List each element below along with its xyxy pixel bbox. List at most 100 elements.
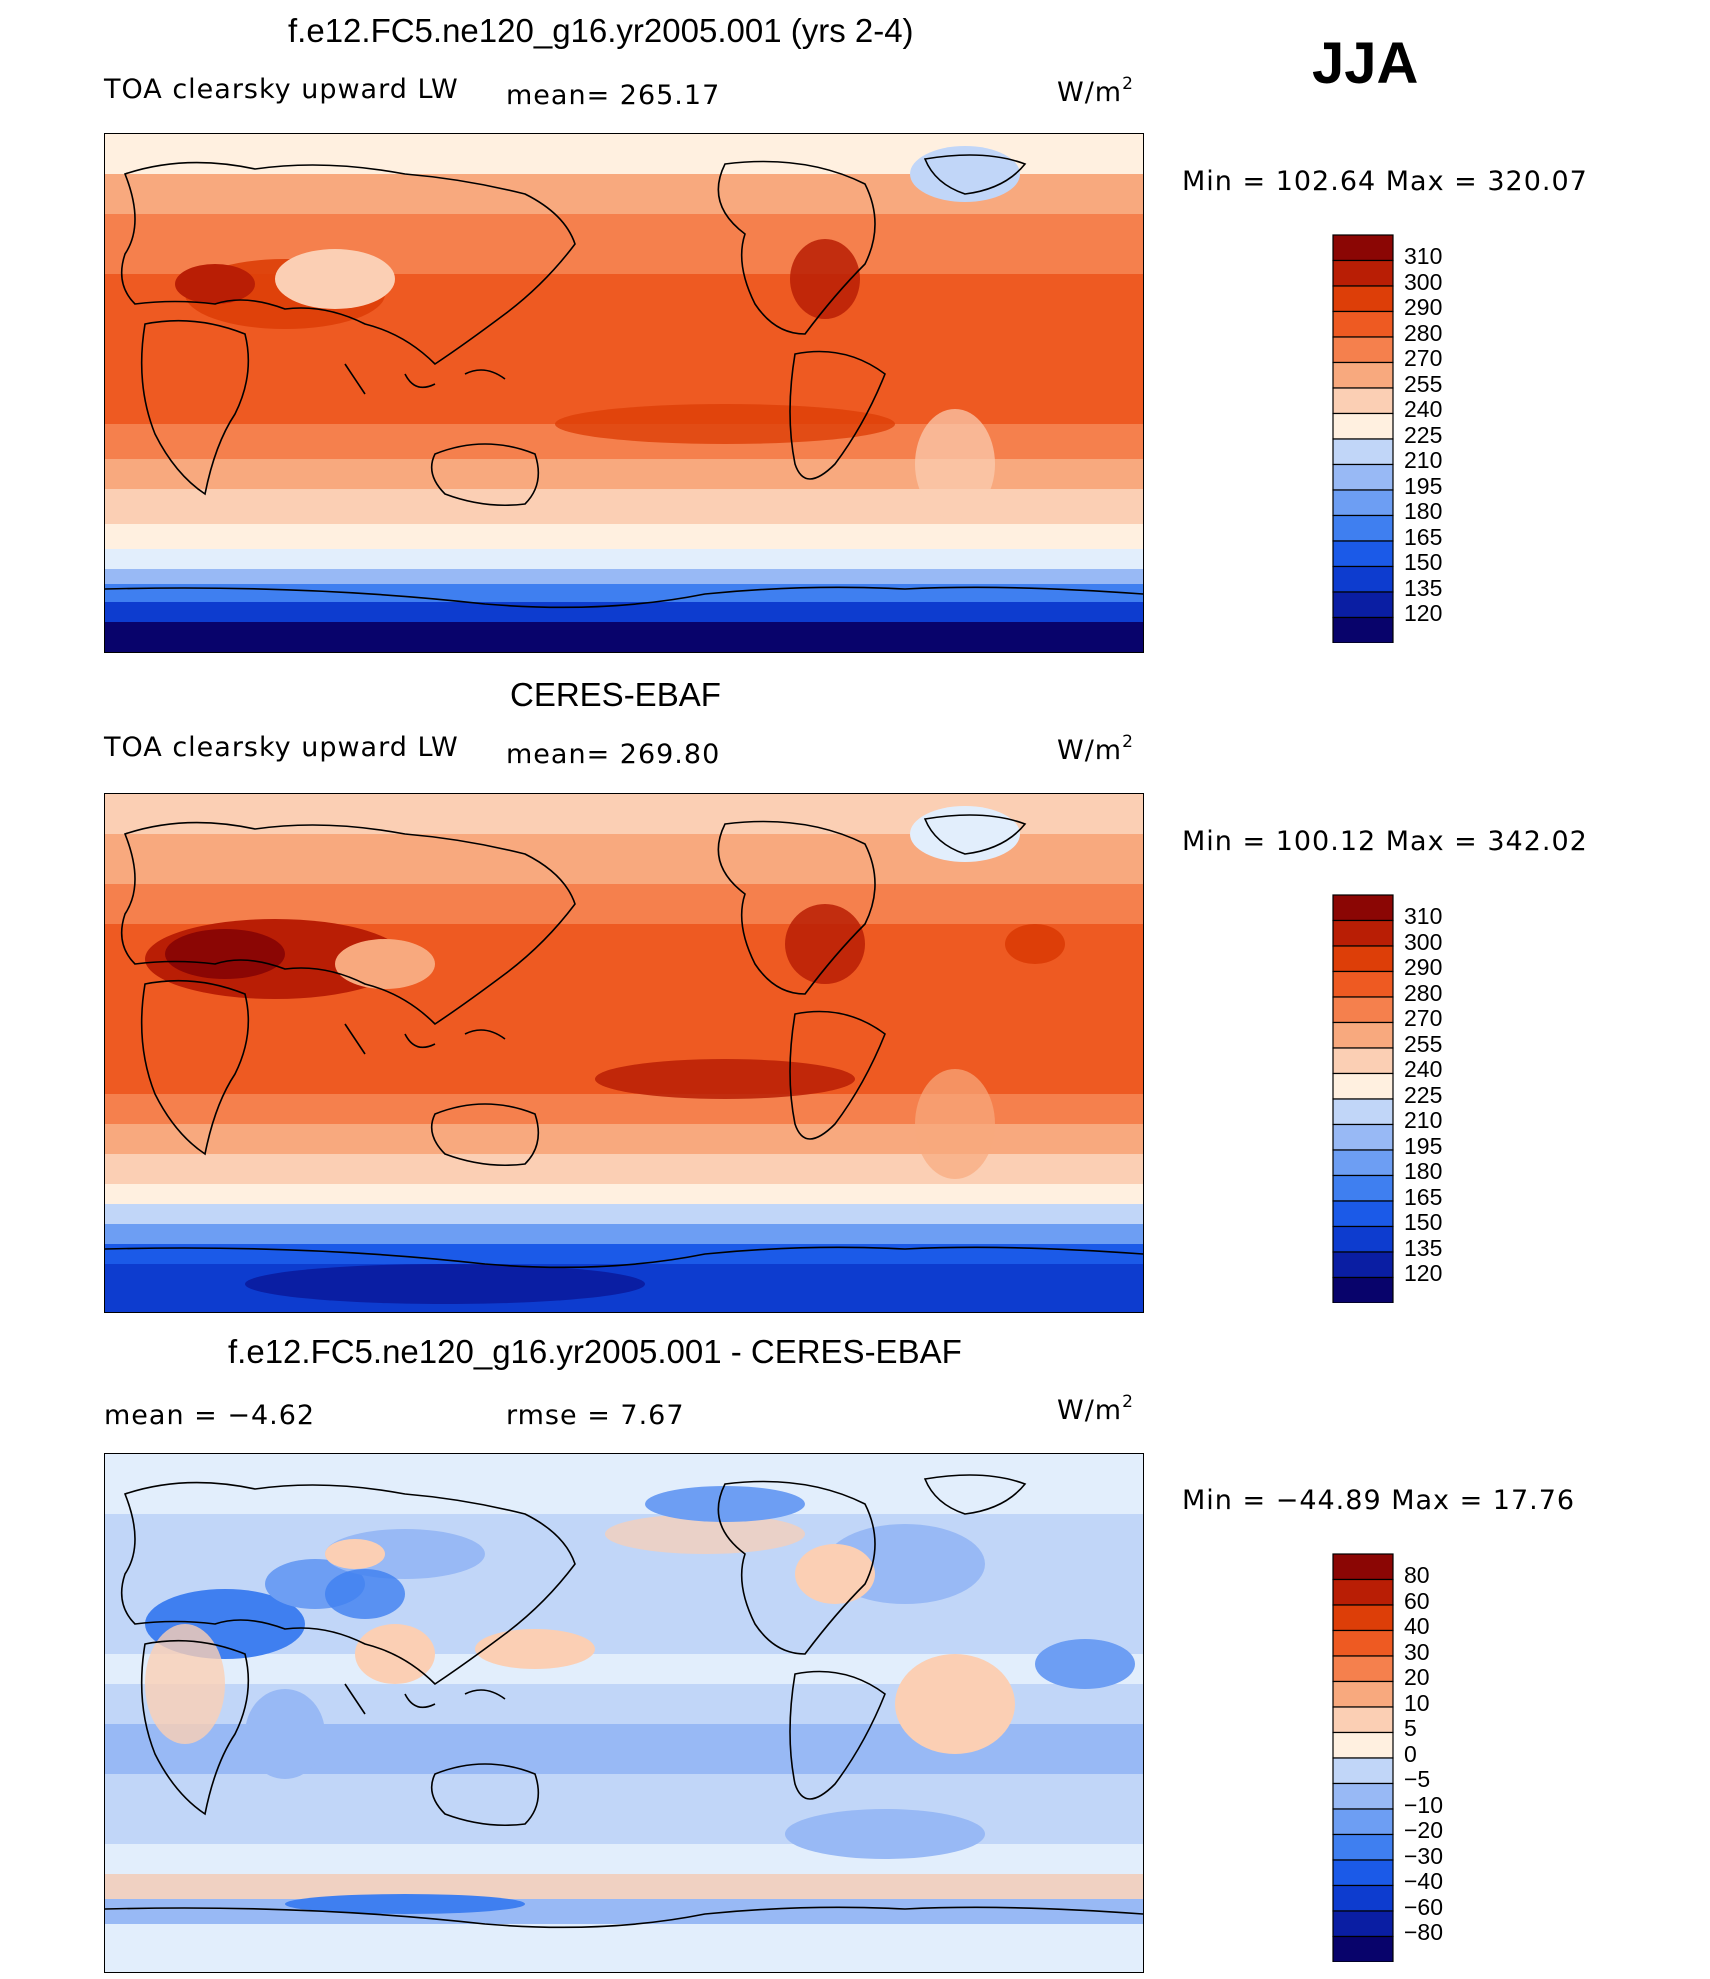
panel1-units: W/m2 [1057,74,1134,108]
panel2-map-svg [105,794,1143,1312]
colorbar-box [1332,1225,1394,1253]
colorbar-tick-label: 0 [1404,1740,1417,1767]
colorbar-tick-label: 240 [1404,1056,1443,1082]
colorbar-tick-label: 225 [1404,1081,1443,1108]
colorbar-tick-label: 270 [1404,345,1443,371]
colorbar-box [1332,285,1394,313]
panel2-map [104,793,1144,1313]
colorbar-tick-label: 120 [1404,1260,1443,1286]
colorbar-tick-label: 10 [1404,1689,1430,1716]
colorbar-tick-label: 240 [1404,396,1443,422]
colorbar-tick-label: 270 [1404,1005,1443,1031]
panel3-colorbar-svg [1332,1553,1394,1963]
colorbar-box [1332,1680,1394,1708]
colorbar-box [1332,1757,1394,1785]
colorbar-tick-label: −60 [1404,1893,1444,1920]
colorbar-box [1332,616,1394,644]
panel1-field-label: TOA clearsky upward LW [104,74,459,105]
colorbar-box [1332,1149,1394,1177]
colorbar-box [1332,1578,1394,1606]
colorbar-tick-label: −40 [1404,1868,1444,1894]
colorbar-tick-label: 290 [1404,294,1443,320]
panel1-minmax: Min = 102.64 Max = 320.07 [1182,166,1588,197]
colorbar-box [1332,463,1394,491]
colorbar-box [1332,1276,1394,1304]
colorbar-box [1332,1884,1394,1912]
colorbar-tick-label: 300 [1404,268,1443,295]
colorbar-box [1332,1021,1394,1049]
colorbar-tick-label: 290 [1404,954,1443,980]
colorbar-tick-label: 60 [1404,1587,1430,1614]
colorbar-tick-label: −30 [1404,1842,1444,1869]
colorbar-box [1332,1629,1394,1657]
panel3-mean-label: mean = −4.62 [104,1400,316,1431]
colorbar-tick-label: 300 [1404,928,1443,955]
panel1-map-svg [105,134,1143,652]
colorbar-tick-label: 5 [1404,1715,1417,1741]
colorbar-tick-label: 165 [1404,523,1443,550]
colorbar-tick-label: 225 [1404,421,1443,448]
colorbar-box [1332,489,1394,517]
colorbar-box [1332,310,1394,338]
colorbar-box [1332,1782,1394,1810]
colorbar-box [1332,412,1394,440]
colorbar-box [1332,894,1394,922]
colorbar-box [1332,1072,1394,1100]
colorbar-tick-label: 310 [1404,903,1443,929]
colorbar-box [1332,919,1394,947]
panel2-minmax: Min = 100.12 Max = 342.02 [1182,826,1588,857]
colorbar-tick-label: 310 [1404,243,1443,269]
colorbar-tick-label: 150 [1404,549,1443,575]
colorbar-tick-label: 195 [1404,472,1443,499]
colorbar-tick-label: 135 [1404,1234,1443,1261]
colorbar-box [1332,1808,1394,1836]
colorbar-box [1332,1553,1394,1581]
colorbar-tick-label: −5 [1404,1766,1431,1792]
colorbar-box [1332,1910,1394,1938]
colorbar-tick-label: 180 [1404,1158,1443,1184]
panel1-title: f.e12.FC5.ne120_g16.yr2005.001 (yrs 2-4) [288,12,914,49]
colorbar-tick-label: −10 [1404,1791,1444,1818]
colorbar-box [1332,259,1394,287]
colorbar-box [1332,336,1394,364]
panel2-colorbar [1331,893,1461,1308]
panel3-rmse-label: rmse = 7.67 [506,1400,685,1431]
colorbar-tick-label: 255 [1404,370,1443,397]
colorbar-box [1332,1731,1394,1759]
panel3-title: f.e12.FC5.ne120_g16.yr2005.001 - CERES-E… [228,1333,962,1370]
colorbar-tick-label: 40 [1404,1613,1430,1639]
colorbar-box [1332,945,1394,973]
colorbar-tick-label: 255 [1404,1030,1443,1057]
colorbar-box [1332,1047,1394,1075]
colorbar-tick-label: 195 [1404,1132,1443,1159]
colorbar-box [1332,1859,1394,1887]
colorbar-tick-label: 210 [1404,1107,1443,1133]
colorbar-box [1332,438,1394,466]
panel2-colorbar-ticks: 310 300 290 280 270 255 240 225 210 195 180 165 150 1… [1404,903,1443,1287]
colorbar-box [1332,1604,1394,1632]
colorbar-tick-label: −80 [1404,1919,1444,1945]
panel1-mean-label: mean= 265.17 [506,80,721,111]
colorbar-tick-label: 135 [1404,574,1443,601]
season-label: JJA [1312,31,1419,96]
colorbar-tick-label: 30 [1404,1638,1430,1665]
colorbar-tick-label: 280 [1404,319,1443,346]
colorbar-box [1332,540,1394,568]
colorbar-tick-label: 80 [1404,1562,1430,1588]
panel2-title: CERES-EBAF [510,676,721,713]
colorbar-tick-label: −20 [1404,1817,1444,1843]
colorbar-tick-label: 180 [1404,498,1443,524]
colorbar-box [1332,514,1394,542]
colorbar-box [1332,1935,1394,1963]
colorbar-box [1332,996,1394,1024]
colorbar-box [1332,1655,1394,1683]
colorbar-box [1332,1123,1394,1151]
colorbar-box [1332,361,1394,389]
panel3-map [104,1453,1144,1973]
panel3-minmax: Min = −44.89 Max = 17.76 [1182,1485,1576,1516]
colorbar-tick-label: 150 [1404,1209,1443,1235]
colorbar-box [1332,591,1394,619]
colorbar-box [1332,1251,1394,1279]
colorbar-box [1332,234,1394,262]
panel2-colorbar-svg [1332,894,1394,1304]
